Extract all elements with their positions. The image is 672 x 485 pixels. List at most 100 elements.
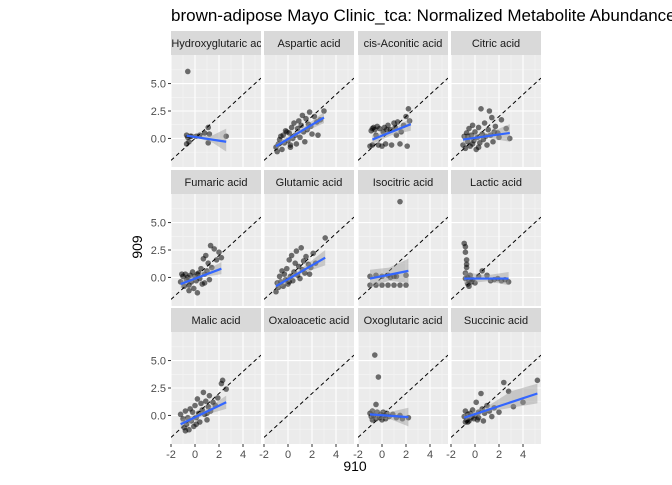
data-point: [496, 409, 502, 415]
chart-title: brown-adipose Mayo Clinic_tca: Normalize…: [171, 6, 672, 25]
data-point: [284, 129, 290, 135]
data-point: [385, 122, 391, 129]
x-axis-label: 910: [343, 458, 367, 474]
data-point: [479, 268, 486, 274]
panel-content: [264, 77, 354, 161]
data-point: [281, 271, 288, 277]
data-point: [183, 141, 190, 147]
data-point: [393, 132, 400, 138]
x-tick-label: 4: [333, 449, 339, 461]
data-point: [397, 141, 403, 147]
data-point: [375, 374, 382, 380]
facet-panel: Glutamic acid: [263, 170, 354, 306]
data-point: [297, 275, 303, 282]
facet-strip: [358, 31, 448, 55]
data-point: [206, 131, 213, 137]
facet-label: Malic acid: [192, 315, 241, 327]
trend-line: [186, 134, 227, 143]
data-point: [373, 282, 379, 288]
data-point: [223, 133, 229, 140]
y-axis-label: 909: [129, 235, 145, 259]
data-point: [311, 113, 318, 120]
x-tick-label: 0: [379, 449, 385, 461]
data-point: [198, 265, 204, 272]
data-point: [397, 282, 403, 288]
data-point: [180, 415, 186, 422]
identity-line: [264, 354, 354, 438]
facet-panel: Oxoglutaric acid: [357, 308, 448, 444]
data-point: [505, 279, 512, 285]
data-point: [306, 109, 313, 115]
data-point: [309, 131, 315, 137]
data-point: [467, 272, 474, 279]
data-point: [462, 419, 469, 425]
data-point: [194, 396, 201, 402]
facet-label: Citric acid: [472, 38, 520, 50]
data-point: [303, 115, 309, 122]
facet-panel: Aspartic acid: [263, 31, 354, 167]
data-point: [179, 271, 185, 277]
facet-strip: [264, 308, 354, 332]
facet-panel: Oxaloacetic acid: [263, 308, 354, 444]
confidence-band: [372, 117, 411, 144]
x-tick-label: 4: [520, 449, 526, 461]
data-point: [211, 246, 217, 252]
facet-label: Oxoglutaric acid: [364, 315, 443, 327]
data-point: [194, 290, 201, 296]
data-point: [198, 400, 204, 407]
data-point: [490, 138, 496, 145]
data-point: [475, 144, 482, 151]
data-point: [189, 409, 196, 415]
data-point: [192, 402, 198, 409]
facet-strip: [451, 308, 541, 332]
facet-strip: [358, 170, 448, 194]
identity-line: [451, 77, 541, 161]
data-point: [177, 411, 184, 418]
data-point: [393, 273, 400, 280]
data-point: [206, 392, 213, 399]
data-point: [288, 252, 295, 259]
identity-line: [358, 216, 448, 300]
x-tick-label: -2: [353, 449, 363, 461]
data-point: [480, 418, 487, 424]
data-point: [191, 285, 197, 292]
data-point: [369, 142, 376, 148]
data-point: [321, 108, 327, 114]
data-point: [203, 252, 209, 259]
data-point: [274, 148, 281, 155]
data-point: [472, 129, 478, 135]
data-point: [186, 287, 192, 294]
confidence-band: [276, 250, 326, 291]
y-tick-label: 5.0: [151, 79, 166, 91]
facet-panel: Succinic acid: [450, 308, 541, 444]
facet-label: Fumaric acid: [185, 177, 248, 189]
data-point: [293, 141, 300, 147]
panel-content: [171, 216, 261, 300]
identity-line: [264, 216, 354, 300]
data-point: [469, 407, 476, 413]
data-point: [394, 119, 401, 125]
data-point: [292, 260, 299, 266]
data-point: [280, 283, 287, 290]
data-point: [182, 408, 189, 414]
facet-strip: [171, 31, 261, 55]
data-point: [205, 260, 211, 266]
data-point: [315, 132, 321, 138]
facet-label: Oxaloacetic acid: [269, 315, 350, 327]
data-point: [306, 271, 313, 277]
data-point: [384, 126, 390, 133]
data-point: [466, 125, 472, 132]
y-tick-label: 0.0: [151, 410, 166, 422]
panel-content: [451, 216, 541, 300]
data-point: [462, 145, 469, 152]
trend-line: [275, 116, 325, 148]
y-tick-label: 0.0: [151, 272, 166, 284]
data-point: [219, 377, 226, 384]
data-point: [193, 421, 199, 428]
data-point: [534, 377, 541, 384]
data-point: [279, 146, 285, 153]
facet-label: Isocitric acid: [373, 177, 434, 189]
trend-line: [462, 131, 510, 141]
data-point: [379, 282, 385, 288]
